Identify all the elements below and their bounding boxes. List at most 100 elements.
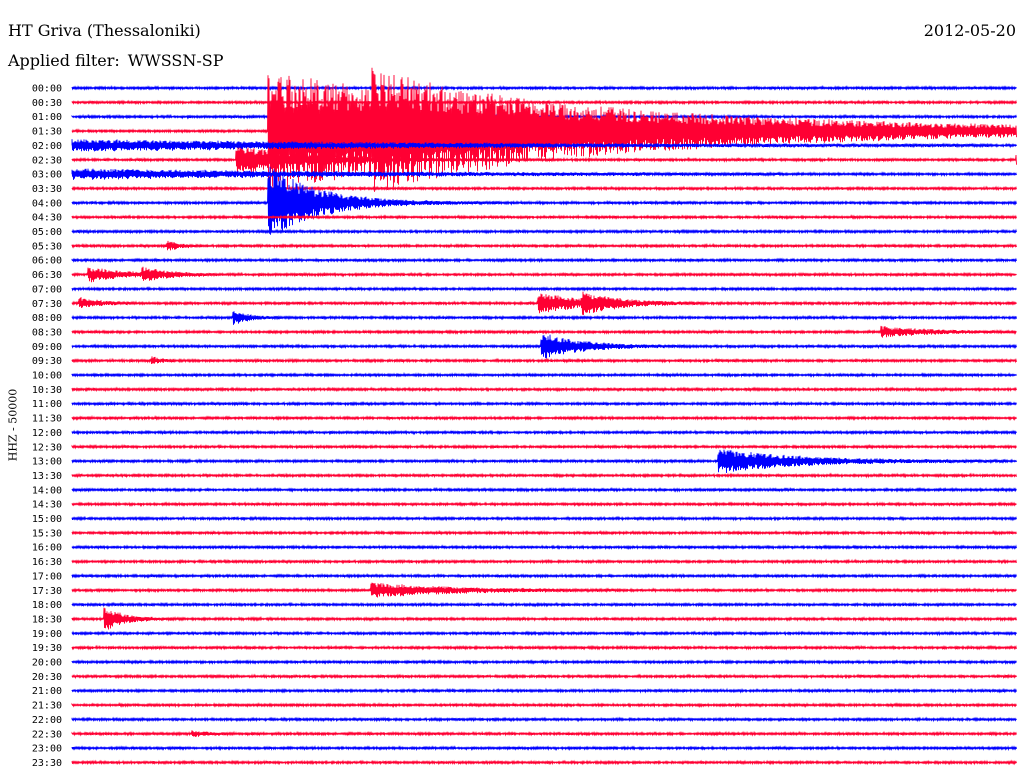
filter-line: Applied filter: WWSSN-SP — [8, 52, 223, 70]
time-label: 13:30 — [32, 471, 62, 482]
time-label: 02:30 — [32, 155, 62, 166]
trace-line — [71, 429, 1017, 436]
time-label: 03:00 — [32, 170, 62, 181]
time-label: 10:00 — [32, 371, 62, 382]
time-label: 16:00 — [32, 543, 62, 554]
trace-line — [71, 228, 1017, 235]
time-label: 07:30 — [32, 299, 62, 310]
trace-line — [71, 529, 1017, 536]
time-label: 06:00 — [32, 256, 62, 267]
time-label: 19:30 — [32, 643, 62, 654]
time-label: 14:30 — [32, 500, 62, 511]
time-label: 21:30 — [32, 701, 62, 712]
time-label: 13:00 — [32, 457, 62, 468]
time-label: 04:30 — [32, 213, 62, 224]
time-label: 02:00 — [32, 141, 62, 152]
filter-label: Applied filter: — [8, 51, 120, 70]
trace-line — [71, 99, 1017, 106]
trace-line — [71, 607, 1017, 630]
trace-line — [71, 702, 1017, 709]
time-label: 15:00 — [32, 514, 62, 525]
trace-line — [71, 311, 1017, 325]
trace-line — [71, 630, 1017, 637]
trace-line — [71, 558, 1017, 565]
time-label: 20:30 — [32, 672, 62, 683]
time-label: 18:00 — [32, 600, 62, 611]
trace-line — [71, 601, 1017, 608]
time-label: 04:00 — [32, 198, 62, 209]
trace-line — [71, 371, 1017, 379]
trace-line — [71, 139, 1017, 152]
trace-line — [71, 334, 1017, 359]
time-label: 11:00 — [32, 399, 62, 410]
trace-line — [71, 214, 1017, 221]
time-label: 00:30 — [32, 98, 62, 109]
time-label-layer: 00:00 00:30 01:00 01:30 02:00 02:30 03:00 03:30… — [32, 84, 62, 769]
time-label: 03:30 — [32, 184, 62, 195]
time-label: 00:00 — [32, 84, 62, 95]
trace-line — [71, 572, 1017, 579]
time-label: 14:00 — [32, 485, 62, 496]
date-label: 2012-05-20 — [923, 21, 1016, 40]
trace-line — [71, 257, 1017, 264]
time-label: 19:00 — [32, 629, 62, 640]
trace-line — [71, 291, 1017, 316]
time-label: 17:30 — [32, 586, 62, 597]
trace-line — [71, 414, 1017, 422]
time-label: 20:00 — [32, 658, 62, 669]
time-label: 01:30 — [32, 127, 62, 138]
time-label: 01:00 — [32, 112, 62, 123]
time-label: 12:30 — [32, 442, 62, 453]
trace-line — [71, 544, 1017, 551]
trace-line — [71, 716, 1017, 723]
trace-line — [71, 472, 1017, 479]
time-label: 16:30 — [32, 557, 62, 568]
time-label: 07:00 — [32, 284, 62, 295]
time-label: 12:00 — [32, 428, 62, 439]
trace-line — [71, 486, 1017, 493]
time-label: 11:30 — [32, 414, 62, 425]
trace-line — [71, 240, 1017, 251]
trace-line — [71, 730, 1017, 737]
time-label: 05:00 — [32, 227, 62, 238]
time-label: 10:30 — [32, 385, 62, 396]
trace-line — [71, 386, 1017, 393]
trace-line — [71, 325, 1017, 338]
trace-line — [71, 644, 1017, 651]
time-label: 09:00 — [32, 342, 62, 353]
trace-line — [71, 582, 1017, 598]
time-label: 23:00 — [32, 744, 62, 755]
trace-line — [71, 658, 1017, 665]
time-label: 21:00 — [32, 686, 62, 697]
time-label: 15:30 — [32, 528, 62, 539]
trace-line — [71, 673, 1017, 680]
time-label: 08:00 — [32, 313, 62, 324]
trace-line — [71, 501, 1017, 508]
station-title: HT Griva (Thessaloniki) — [8, 21, 201, 40]
trace-line — [71, 449, 1017, 474]
trace-line — [71, 515, 1017, 522]
trace-line — [71, 168, 1017, 180]
trace-line — [71, 759, 1017, 766]
trace-line — [71, 400, 1017, 407]
time-label: 22:00 — [32, 715, 62, 726]
trace-line — [71, 443, 1017, 450]
time-label: 17:00 — [32, 571, 62, 582]
trace-line — [71, 745, 1017, 752]
trace-line — [71, 67, 1017, 192]
trace-line — [71, 84, 1017, 92]
trace-line — [71, 166, 1017, 235]
time-label: 09:30 — [32, 356, 62, 367]
trace-line — [71, 285, 1017, 292]
time-label: 23:30 — [32, 758, 62, 769]
time-label: 18:30 — [32, 614, 62, 625]
time-label: 06:30 — [32, 270, 62, 281]
filter-value: WWSSN-SP — [127, 51, 224, 70]
time-label: 22:30 — [32, 729, 62, 740]
trace-line — [71, 687, 1017, 694]
trace-layer — [71, 67, 1017, 766]
trace-line — [71, 185, 1017, 192]
trace-line — [71, 147, 1017, 175]
trace-line — [71, 266, 1017, 283]
